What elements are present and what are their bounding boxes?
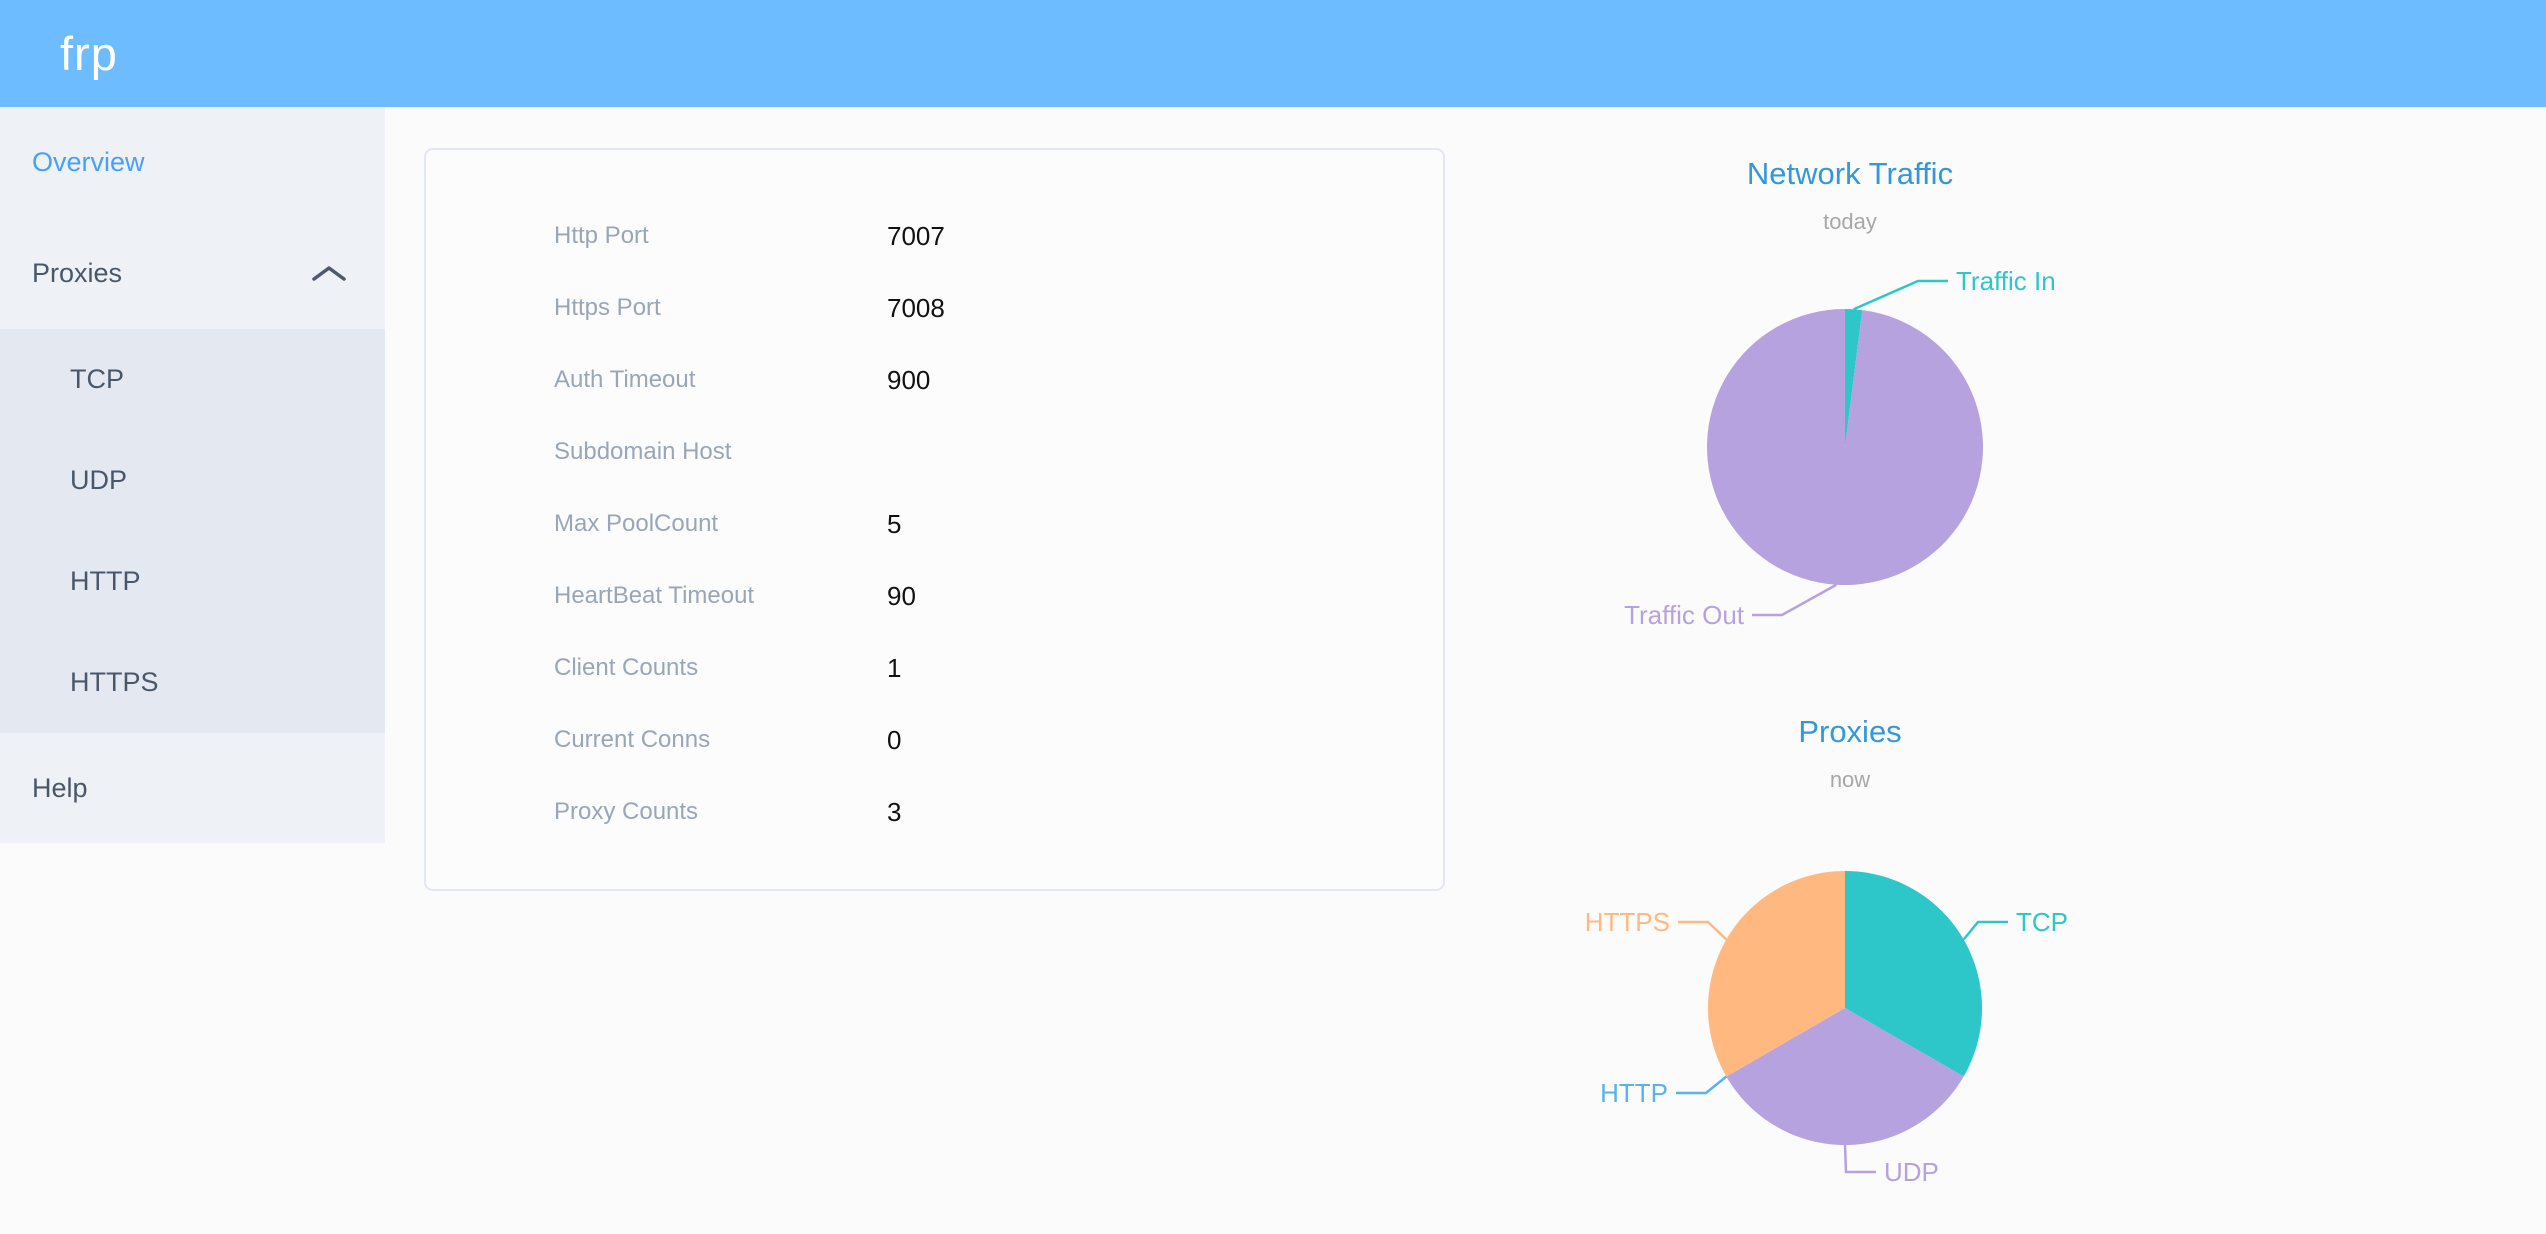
sidebar-item-tcp[interactable]: TCP bbox=[70, 364, 124, 394]
server-config-card: Http Port 7007 Https Port 7008 Auth Time… bbox=[424, 148, 1445, 891]
config-label: Auth Timeout bbox=[554, 366, 696, 393]
pie-label-line bbox=[1962, 920, 2008, 941]
pie-slice-https[interactable] bbox=[1708, 871, 1845, 1077]
config-value: 1 bbox=[887, 652, 902, 683]
sidebar-item-help[interactable]: Help bbox=[0, 733, 385, 843]
config-label: HeartBeat Timeout bbox=[554, 582, 755, 609]
sidebar-item-overview-label: Overview bbox=[32, 147, 145, 177]
config-row: Auth Timeout 900 bbox=[426, 344, 1443, 416]
config-row: Http Port 7007 bbox=[426, 200, 1443, 272]
sidebar-item-http[interactable]: HTTP bbox=[70, 566, 141, 596]
sidebar-item-overview[interactable]: Overview bbox=[0, 107, 385, 218]
config-row: HeartBeat Timeout 90 bbox=[426, 560, 1443, 632]
chart-subtitle: now bbox=[1829, 767, 1871, 792]
pie-label-line bbox=[1676, 1075, 1728, 1095]
sidebar: Overview Proxies TCP UDP HTTP HTTPS Help bbox=[0, 107, 385, 843]
pie-canvas: Traffic In Traffic Out bbox=[1624, 266, 2056, 630]
pie-label-https: HTTPS bbox=[1585, 907, 1670, 937]
app-logo: frp bbox=[60, 27, 118, 80]
config-value: 90 bbox=[887, 580, 916, 611]
config-row: Max PoolCount 5 bbox=[426, 488, 1443, 560]
pie-label-line bbox=[1853, 279, 1948, 311]
config-value: 7008 bbox=[887, 292, 945, 323]
pie-label-line bbox=[1752, 583, 1837, 617]
pie-label-tcp: TCP bbox=[2016, 907, 2068, 937]
config-value: 5 bbox=[887, 508, 902, 539]
sidebar-item-udp[interactable]: UDP bbox=[70, 465, 128, 495]
pie-label-line bbox=[1678, 920, 1728, 941]
config-label: Proxy Counts bbox=[554, 798, 699, 825]
sidebar-item-proxies-label: Proxies bbox=[32, 258, 123, 288]
config-row: Subdomain Host bbox=[426, 416, 1443, 488]
sidebar-item-help-label: Help bbox=[32, 773, 88, 803]
pie-label-http: HTTP bbox=[1600, 1078, 1668, 1108]
config-label: Max PoolCount bbox=[554, 510, 719, 537]
config-label: Current Conns bbox=[554, 726, 711, 753]
app-header: frp bbox=[0, 0, 2546, 107]
chart-title: Proxies bbox=[1798, 714, 1902, 749]
config-label: Http Port bbox=[554, 222, 649, 249]
config-row: Current Conns 0 bbox=[426, 704, 1443, 776]
proxies-chart: Proxies now TCP UDP HTTP HTTPS bbox=[1540, 698, 2160, 1234]
chevron-up-icon bbox=[311, 218, 347, 329]
config-value: 7007 bbox=[887, 220, 945, 251]
config-label: Subdomain Host bbox=[554, 438, 732, 465]
config-row: Proxy Counts 3 bbox=[426, 776, 1443, 848]
proxies-submenu: TCP UDP HTTP HTTPS bbox=[0, 329, 385, 733]
chart-subtitle: today bbox=[1823, 209, 1877, 234]
pie-canvas: TCP UDP HTTP HTTPS bbox=[1585, 871, 2068, 1187]
pie-slice-traffic-in[interactable] bbox=[1845, 309, 1863, 447]
pie-label-line bbox=[1843, 1144, 1876, 1174]
pie-label-udp: UDP bbox=[1884, 1157, 1939, 1187]
config-value: 900 bbox=[887, 364, 931, 395]
config-value: 3 bbox=[887, 796, 902, 827]
config-label: Client Counts bbox=[554, 654, 699, 681]
pie-slice-traffic-out[interactable] bbox=[1707, 309, 1983, 585]
chart-title: Network Traffic bbox=[1746, 156, 1954, 191]
pie-slice-tcp[interactable] bbox=[1845, 871, 1982, 1077]
pie-label-traffic-out: Traffic Out bbox=[1624, 600, 1745, 630]
pie-slice-udp[interactable] bbox=[1726, 1008, 1964, 1145]
sidebar-item-proxies[interactable]: Proxies bbox=[0, 218, 385, 329]
config-row: Client Counts 1 bbox=[426, 632, 1443, 704]
config-label: Https Port bbox=[554, 294, 661, 321]
network-traffic-chart: Network Traffic today Traffic In Traffic … bbox=[1540, 140, 2160, 700]
config-row: Https Port 7008 bbox=[426, 272, 1443, 344]
pie-label-traffic-in: Traffic In bbox=[1956, 266, 2056, 296]
config-value: 0 bbox=[887, 724, 902, 755]
sidebar-item-https[interactable]: HTTPS bbox=[70, 667, 159, 697]
